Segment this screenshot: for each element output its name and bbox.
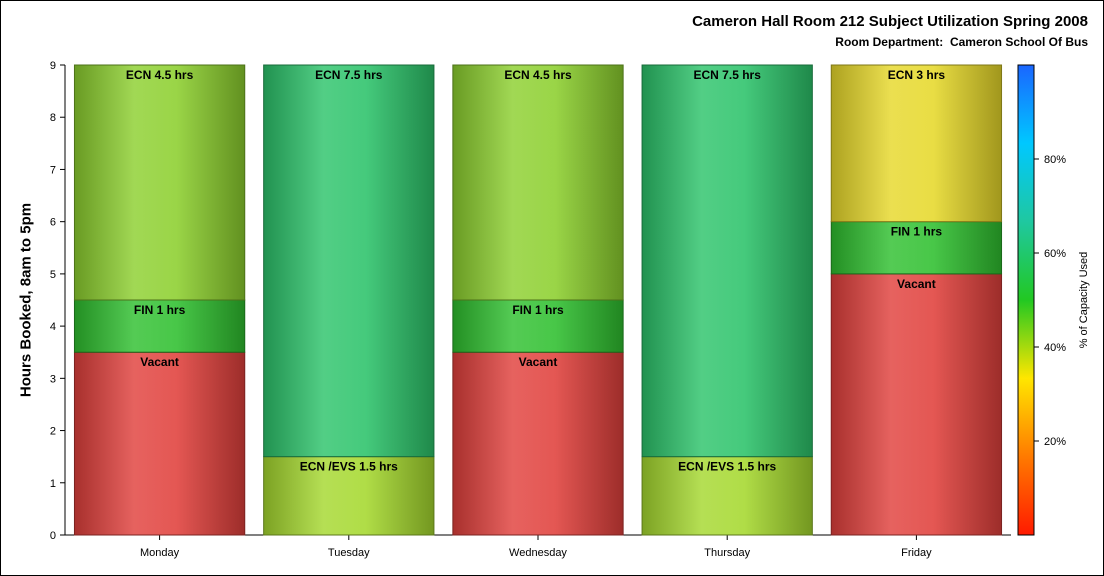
bar-segment-label: ECN 7.5 hrs — [315, 68, 383, 82]
bar-segment-label: ECN 3 hrs — [888, 68, 946, 82]
bar-segment — [452, 299, 624, 353]
y-tick-label: 4 — [50, 321, 56, 333]
bar-segment — [452, 64, 624, 301]
bar-segment — [830, 273, 1003, 536]
x-tick-label: Tuesday — [328, 547, 370, 559]
x-tick-label: Friday — [901, 547, 932, 559]
bar-segment — [263, 64, 435, 458]
x-tick-label: Monday — [140, 547, 180, 559]
x-tick-label: Thursday — [704, 547, 750, 559]
colorbar-tick-label: 40% — [1044, 342, 1066, 354]
colorbar-tick-label: 20% — [1044, 436, 1066, 448]
bar-segment-label: ECN /EVS 1.5 hrs — [300, 460, 398, 474]
bar-segment-label: FIN 1 hrs — [512, 303, 564, 317]
y-tick-label: 8 — [50, 112, 56, 124]
y-tick-label: 5 — [50, 269, 56, 281]
colorbar — [1017, 64, 1035, 536]
bar-segment — [830, 64, 1003, 223]
x-tick-label: Wednesday — [509, 547, 567, 559]
bar-segment — [641, 64, 813, 458]
bar-segment — [73, 299, 246, 353]
bar-segment — [641, 456, 813, 536]
chart-subtitle: Room Department: Cameron School Of Bus — [835, 35, 1088, 49]
bar-segment — [73, 64, 246, 301]
y-tick-label: 0 — [50, 530, 56, 542]
y-tick-label: 2 — [50, 426, 56, 438]
bar-segment-label: FIN 1 hrs — [134, 303, 186, 317]
colorbar-tick-label: 80% — [1044, 154, 1066, 166]
bar-segment-label: ECN /EVS 1.5 hrs — [678, 460, 776, 474]
y-tick-label: 6 — [50, 217, 56, 229]
bar-segment-label: FIN 1 hrs — [891, 225, 943, 239]
y-tick-label: 3 — [50, 373, 56, 385]
bar-segment-label: ECN 4.5 hrs — [504, 68, 572, 82]
bar-segment-label: ECN 4.5 hrs — [126, 68, 194, 82]
chart-title: Cameron Hall Room 212 Subject Utilizatio… — [692, 13, 1088, 30]
bar-segment-label: Vacant — [140, 355, 179, 369]
y-tick-label: 9 — [50, 60, 56, 72]
bar-segment-label: Vacant — [897, 277, 936, 291]
bar-segment — [263, 456, 435, 536]
bar-segment — [830, 221, 1003, 275]
bar-segment-label: Vacant — [519, 355, 558, 369]
bar-segment — [452, 351, 624, 536]
bar-segment — [73, 351, 246, 536]
y-tick-label: 1 — [50, 478, 56, 490]
colorbar-tick-label: 60% — [1044, 248, 1066, 260]
bar-segment-label: ECN 7.5 hrs — [694, 68, 762, 82]
y-tick-label: 7 — [50, 164, 56, 176]
